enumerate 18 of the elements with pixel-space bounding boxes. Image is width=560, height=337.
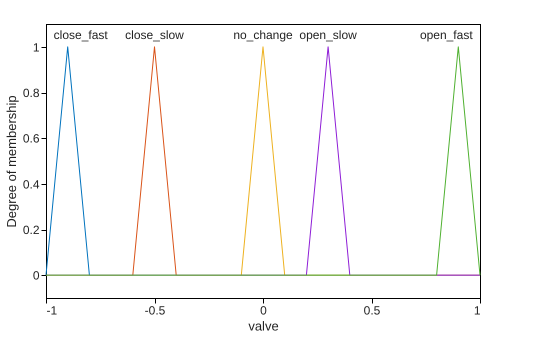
x-tick-label: -1 [46, 304, 58, 318]
series-label: open_fast [420, 28, 474, 42]
y-tick-label: 0.2 [22, 223, 40, 237]
y-tick-label: 0.4 [22, 177, 40, 192]
series-label: close_slow [125, 28, 184, 42]
series-label: open_slow [299, 28, 358, 42]
series-label: no_change [233, 28, 294, 42]
y-tick-label: 0.6 [22, 132, 40, 146]
y-tick-label: 1 [32, 40, 40, 54]
series-label: close_fast [54, 28, 108, 42]
y-axis-title: Degree of membership [4, 95, 19, 228]
y-tick-label: 0.8 [22, 86, 40, 100]
y-tick-label: 0 [32, 268, 40, 283]
x-tick-label: 1 [474, 304, 481, 318]
x-tick-label: -0.5 [144, 304, 166, 318]
x-axis-title: valve [248, 318, 279, 334]
x-tick-label: 0 [260, 304, 268, 318]
x-tick-label: 0.5 [364, 304, 381, 318]
